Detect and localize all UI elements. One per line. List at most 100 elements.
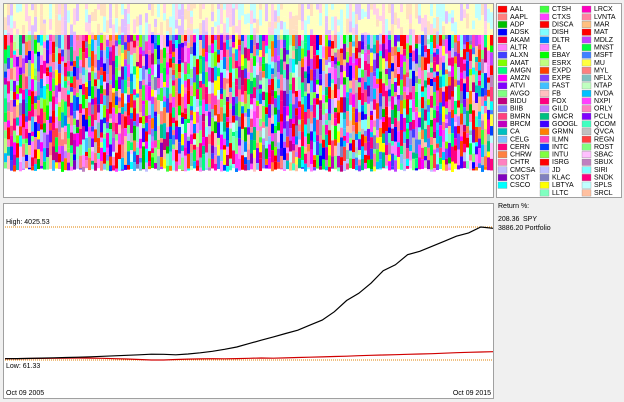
allocation-cell bbox=[430, 86, 433, 96]
allocation-cell bbox=[121, 107, 124, 115]
allocation-cell bbox=[25, 21, 28, 35]
allocation-cell bbox=[31, 4, 34, 11]
allocation-cell bbox=[106, 39, 109, 47]
allocation-cell bbox=[127, 13, 130, 25]
allocation-cell bbox=[343, 71, 346, 78]
allocation-cell bbox=[301, 119, 304, 132]
allocation-cell bbox=[223, 105, 226, 114]
allocation-cell bbox=[142, 32, 145, 35]
allocation-cell bbox=[481, 165, 484, 172]
allocation-cell bbox=[355, 80, 358, 93]
allocation-cell bbox=[445, 114, 448, 119]
allocation-cell bbox=[85, 86, 88, 100]
allocation-cell bbox=[46, 134, 49, 148]
allocation-cell bbox=[199, 30, 202, 35]
allocation-cell bbox=[172, 160, 175, 171]
allocation-cell bbox=[238, 77, 241, 90]
allocation-cell bbox=[130, 161, 133, 170]
allocation-cell bbox=[103, 95, 106, 106]
allocation-cell bbox=[328, 24, 331, 31]
date-label: Oct 09 2005 bbox=[6, 390, 44, 397]
allocation-cell bbox=[346, 47, 349, 52]
allocation-cell bbox=[292, 143, 295, 151]
allocation-cell bbox=[304, 124, 307, 137]
allocation-cell bbox=[346, 163, 349, 170]
allocation-cell bbox=[274, 125, 277, 133]
allocation-cell bbox=[376, 40, 379, 54]
allocation-cell bbox=[424, 35, 427, 46]
allocation-cell bbox=[454, 100, 457, 115]
allocation-cell bbox=[94, 72, 97, 80]
allocation-cell bbox=[64, 87, 67, 102]
allocation-cell bbox=[256, 100, 259, 106]
allocation-cell bbox=[442, 129, 445, 142]
allocation-cell bbox=[292, 118, 295, 124]
allocation-cell bbox=[418, 112, 421, 118]
allocation-cell bbox=[277, 39, 280, 56]
allocation-cell bbox=[253, 157, 256, 172]
allocation-cell bbox=[40, 129, 43, 143]
allocation-cell bbox=[280, 147, 283, 156]
allocation-cell bbox=[133, 4, 136, 20]
allocation-cell bbox=[307, 9, 310, 16]
allocation-cell bbox=[358, 82, 361, 88]
allocation-cell bbox=[73, 160, 76, 170]
allocation-cell bbox=[349, 88, 352, 93]
allocation-cell bbox=[211, 145, 214, 154]
allocation-cell bbox=[259, 50, 262, 58]
allocation-cell bbox=[148, 119, 151, 135]
allocation-cell bbox=[388, 106, 391, 118]
legend-swatch bbox=[497, 120, 508, 128]
allocation-cell bbox=[289, 151, 292, 163]
allocation-cell bbox=[247, 35, 250, 49]
allocation-cell bbox=[394, 4, 397, 13]
legend-swatch bbox=[539, 51, 550, 59]
allocation-cell bbox=[76, 127, 79, 134]
legend-swatch bbox=[581, 13, 592, 21]
allocation-cell bbox=[364, 119, 367, 131]
allocation-cell bbox=[88, 126, 91, 137]
allocation-cell bbox=[127, 77, 130, 82]
allocation-cell bbox=[64, 151, 67, 159]
allocation-cell bbox=[457, 133, 460, 150]
legend-label: ATVI bbox=[510, 83, 525, 90]
allocation-cell bbox=[136, 40, 139, 47]
allocation-cell bbox=[142, 104, 145, 117]
allocation-cell bbox=[4, 84, 7, 99]
allocation-cell bbox=[235, 60, 238, 69]
allocation-cell bbox=[82, 166, 85, 172]
allocation-cell bbox=[220, 149, 223, 162]
allocation-cell bbox=[82, 27, 85, 35]
allocation-cell bbox=[220, 161, 223, 172]
allocation-cell bbox=[265, 141, 268, 149]
allocation-cell bbox=[241, 41, 244, 55]
allocation-cell bbox=[388, 117, 391, 128]
allocation-cell bbox=[430, 23, 433, 35]
allocation-cell bbox=[367, 44, 370, 50]
allocation-cell bbox=[130, 150, 133, 155]
allocation-cell bbox=[175, 150, 178, 162]
allocation-cell bbox=[373, 53, 376, 60]
allocation-cell bbox=[394, 126, 397, 142]
allocation-cell bbox=[253, 28, 256, 35]
allocation-cell bbox=[19, 35, 22, 43]
allocation-cell bbox=[106, 160, 109, 171]
allocation-cell bbox=[136, 4, 139, 17]
allocation-cell bbox=[445, 164, 448, 171]
allocation-cell bbox=[481, 4, 484, 16]
allocation-cell bbox=[91, 126, 94, 132]
allocation-cell bbox=[307, 133, 310, 145]
allocation-cell bbox=[406, 165, 409, 169]
allocation-cell bbox=[457, 53, 460, 68]
allocation-cell bbox=[127, 164, 130, 170]
allocation-cell bbox=[217, 122, 220, 138]
allocation-cell bbox=[478, 80, 481, 86]
allocation-cell bbox=[337, 61, 340, 66]
allocation-cell bbox=[394, 117, 397, 127]
allocation-cell bbox=[361, 92, 364, 106]
allocation-cell bbox=[382, 121, 385, 134]
allocation-cell bbox=[286, 121, 289, 137]
allocation-cell bbox=[94, 129, 97, 143]
allocation-cell bbox=[289, 72, 292, 85]
legend-swatch bbox=[497, 166, 508, 174]
